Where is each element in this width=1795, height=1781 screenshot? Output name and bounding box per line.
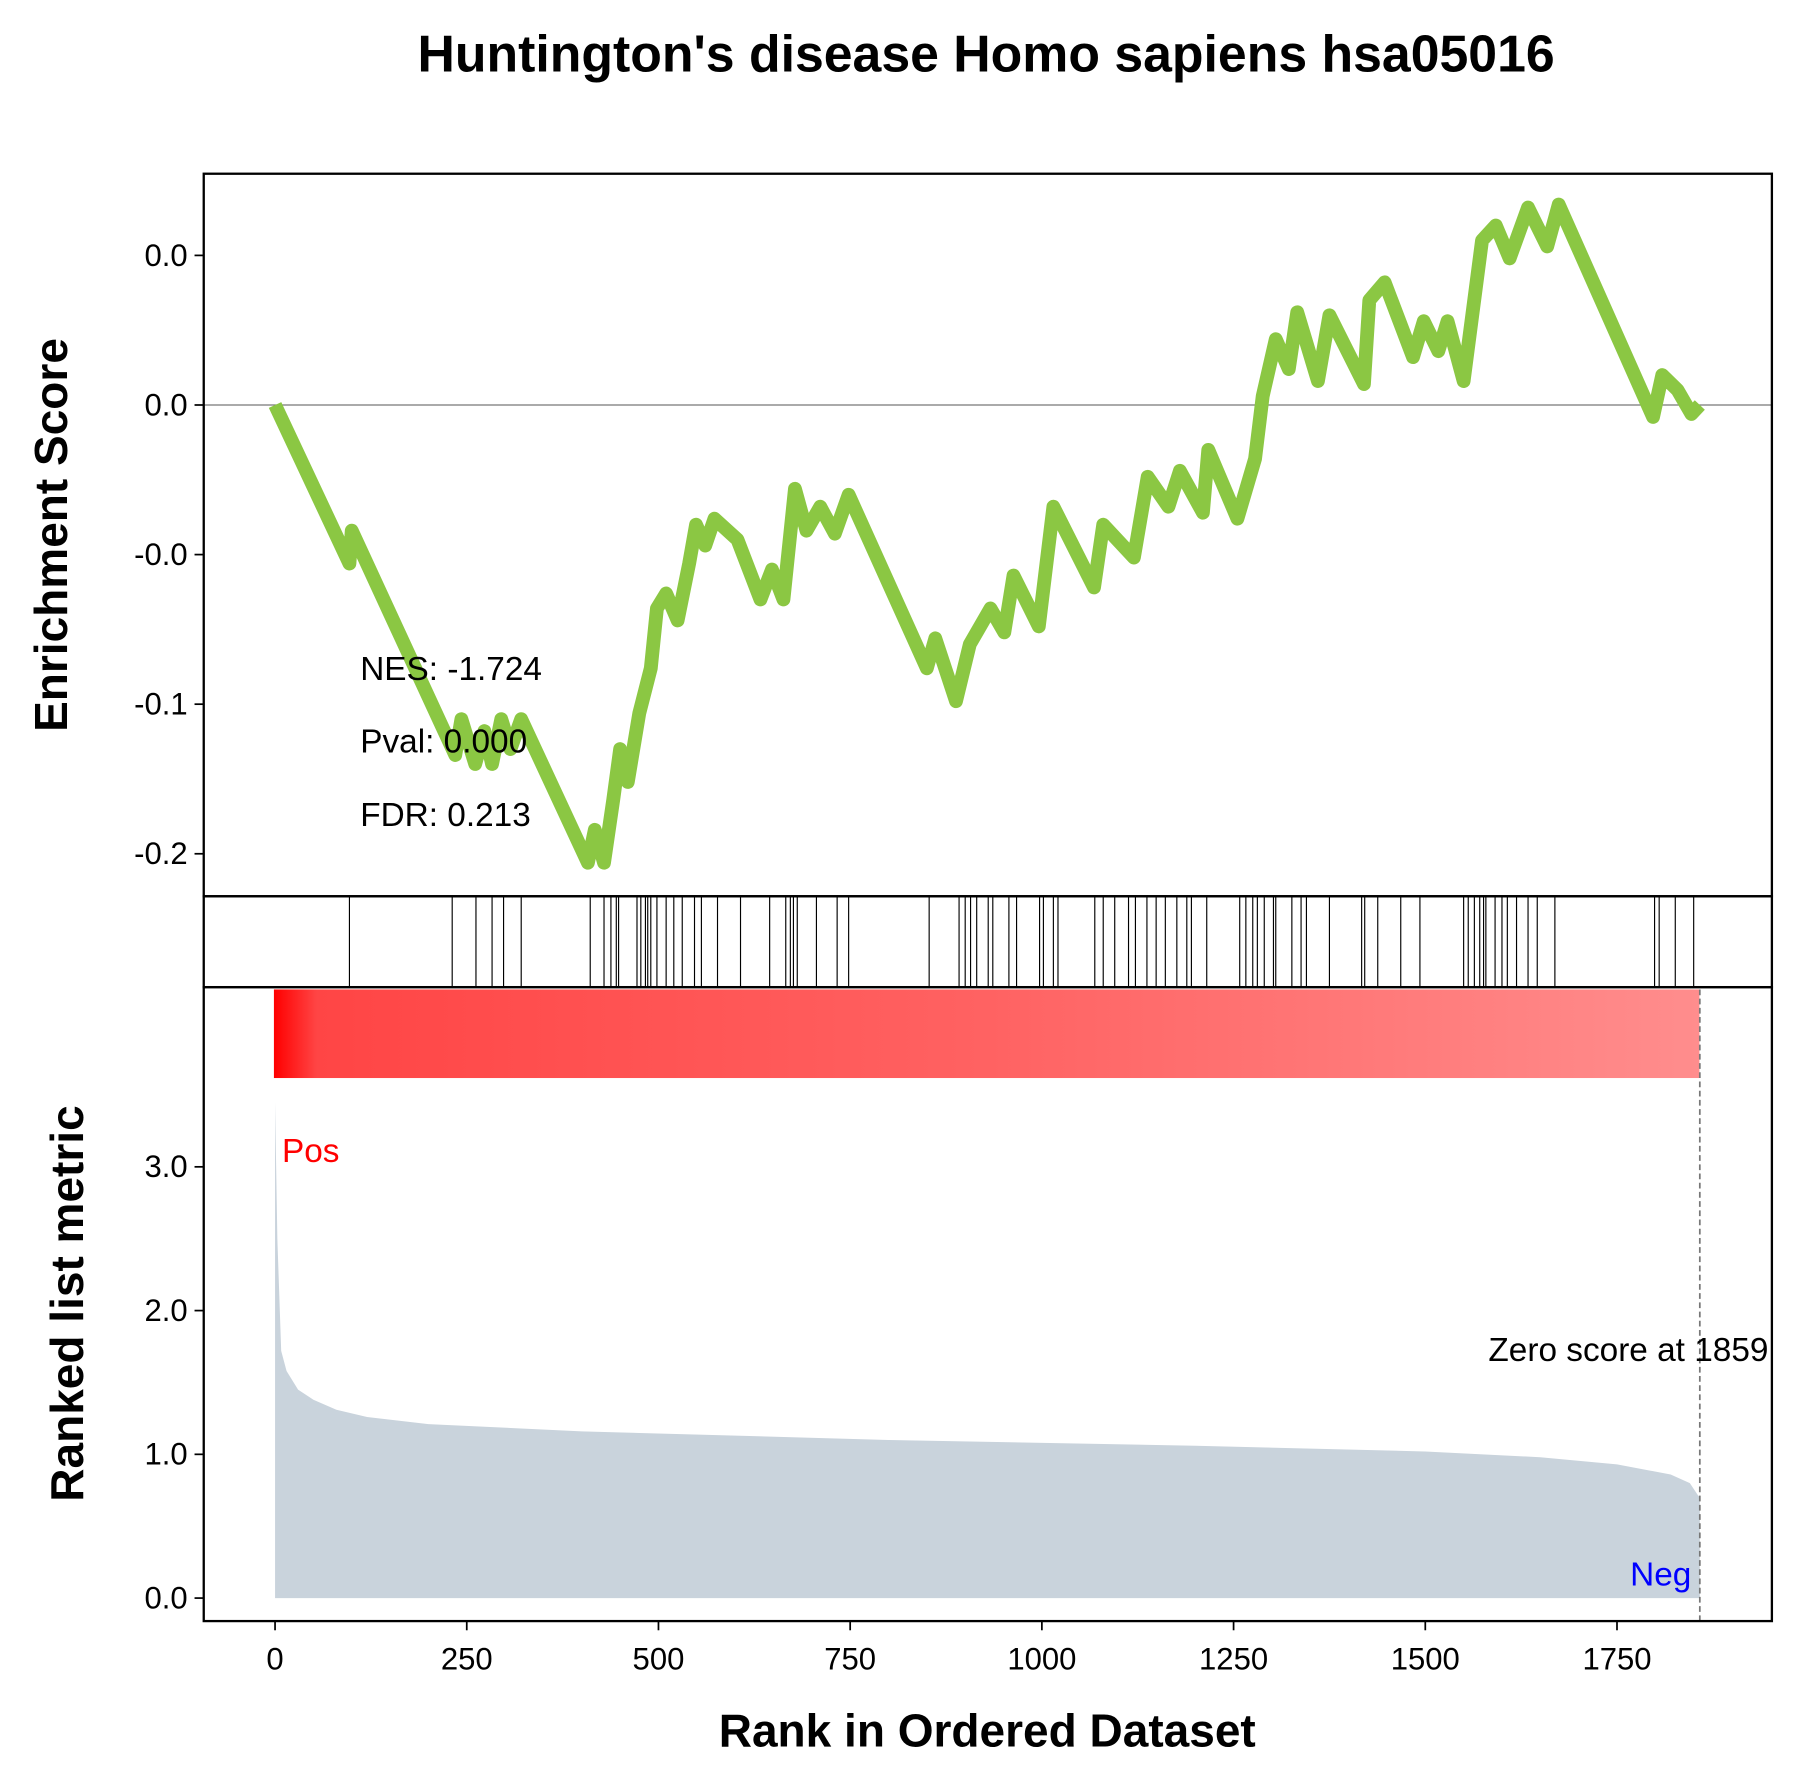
x-axis-label: Rank in Ordered Dataset <box>719 1704 1256 1756</box>
y-axis-label: Enrichment Score <box>25 338 77 732</box>
annotation: FDR: 0.213 <box>360 797 531 834</box>
y-tick-label: -0.2 <box>134 836 188 871</box>
x-tick-label: 1000 <box>1007 1641 1076 1676</box>
y-tick-label: 3.0 <box>144 1149 187 1184</box>
x-tick-label: 1500 <box>1391 1641 1460 1676</box>
y-tick-label: -0.1 <box>134 687 188 722</box>
y-tick-label: 2.0 <box>144 1293 187 1328</box>
x-tick-label: 500 <box>633 1641 685 1676</box>
zero-score-label: Zero score at 1859 <box>1488 1332 1768 1369</box>
x-tick-label: 0 <box>266 1641 283 1676</box>
y-tick-label: 1.0 <box>144 1437 187 1472</box>
pos-label: Pos <box>282 1133 339 1170</box>
y-tick-label: 0.0 <box>144 238 187 273</box>
plot-frame <box>202 172 1774 898</box>
annotation: NES: -1.724 <box>360 651 542 688</box>
rank-gradient <box>273 989 1700 1079</box>
x-tick-label: 1750 <box>1582 1641 1651 1676</box>
x-tick-label: 1250 <box>1199 1641 1268 1676</box>
metric-area <box>275 1102 1700 1599</box>
x-tick-label: 250 <box>441 1641 493 1676</box>
annotation: Pval: 0.000 <box>360 723 527 760</box>
y-tick-label: 0.0 <box>144 387 187 422</box>
y-tick-label: 0.0 <box>144 1580 187 1615</box>
plot-frame <box>202 985 1774 1623</box>
x-tick-label: 750 <box>824 1641 876 1676</box>
es-line <box>268 197 1705 870</box>
chart-title: Huntington's disease Homo sapiens hsa050… <box>418 24 1555 82</box>
neg-label: Neg <box>1630 1556 1691 1593</box>
y-axis-label: Ranked list metric <box>41 1105 93 1501</box>
y-tick-label: -0.0 <box>134 537 188 572</box>
